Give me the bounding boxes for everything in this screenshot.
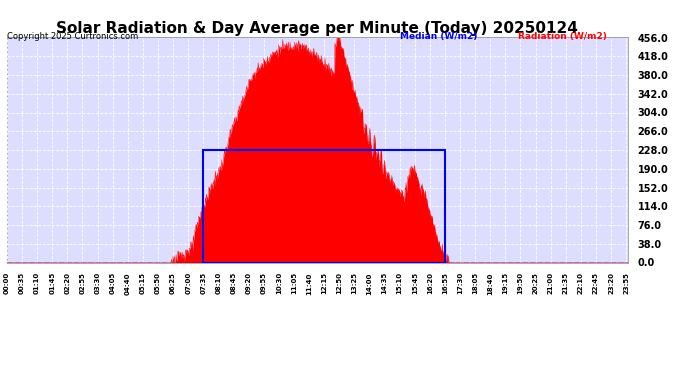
Text: Copyright 2025 Curtronics.com: Copyright 2025 Curtronics.com (7, 32, 138, 41)
Text: Radiation (W/m2): Radiation (W/m2) (518, 32, 607, 41)
Text: Median (W/m2): Median (W/m2) (400, 32, 477, 41)
Bar (204, 150, 445, 262)
Title: Solar Radiation & Day Average per Minute (Today) 20250124: Solar Radiation & Day Average per Minute… (57, 21, 578, 36)
